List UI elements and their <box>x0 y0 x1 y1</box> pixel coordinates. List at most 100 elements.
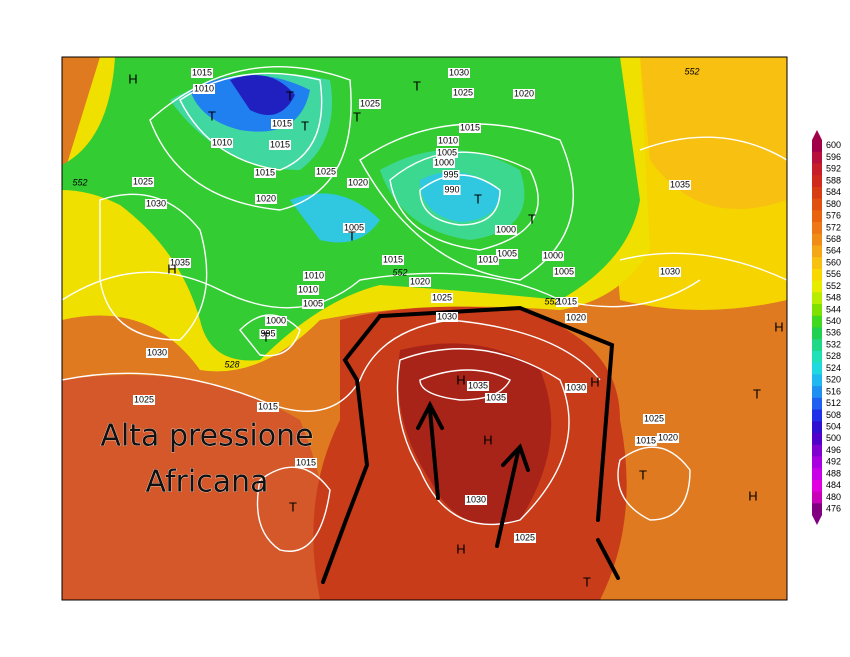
height-label: 552 <box>72 177 87 187</box>
isobar-label: 1020 <box>658 432 678 442</box>
isobar-label-bg <box>408 277 432 287</box>
isobar-label: 1025 <box>133 176 153 186</box>
isobar-label: 1010 <box>212 137 232 147</box>
isobar-label-bg <box>254 194 278 204</box>
height-label: 528 <box>224 359 239 369</box>
isobar-label: 1000 <box>543 250 563 260</box>
colorbar-cap <box>812 515 822 525</box>
isobar-label: 1030 <box>449 67 469 77</box>
isobar-label: 1005 <box>554 266 574 276</box>
isobar-label-bg <box>210 138 234 148</box>
colorbar-label: 480 <box>826 492 841 502</box>
isobar-label: 1020 <box>348 177 368 187</box>
colorbar-label: 548 <box>826 293 841 303</box>
pressure-system: T <box>289 499 297 514</box>
colorbar-cell <box>812 468 822 481</box>
isobar-label: 1015 <box>460 122 480 132</box>
isobar-label: 1015 <box>636 435 656 445</box>
pressure-system: T <box>583 574 591 589</box>
isobar-label: 1015 <box>270 139 290 149</box>
colorbar-label: 584 <box>826 187 841 197</box>
isobar-label: 1000 <box>266 315 286 325</box>
colorbar-label: 564 <box>826 246 841 256</box>
colorbar-label: 532 <box>826 339 841 349</box>
colorbar-label: 508 <box>826 410 841 420</box>
isobar-label-bg <box>512 89 536 99</box>
colorbar-label: 484 <box>826 480 841 490</box>
isobar-label: 1030 <box>147 347 167 357</box>
isobar-label-bg <box>268 140 292 150</box>
colorbar-label: 560 <box>826 257 841 267</box>
colorbar-cell <box>812 397 822 411</box>
pressure-system: T <box>474 191 482 206</box>
colorbar-label: 500 <box>826 433 841 443</box>
isobar-label-bg <box>301 299 325 309</box>
colorbar-cell <box>812 491 822 504</box>
colorbar-cell <box>812 432 822 446</box>
isobar-label: 1000 <box>434 157 454 167</box>
colorbar-cell <box>812 386 822 399</box>
isobar-label: 1010 <box>438 135 458 145</box>
isobar-label-bg <box>190 68 214 78</box>
pressure-system: H <box>456 372 465 387</box>
isobar-label: 995 <box>443 169 458 179</box>
colorbar-cell <box>812 421 822 434</box>
colorbar-label: 524 <box>826 363 841 373</box>
isobar-label-bg <box>555 297 579 307</box>
isobar-label-bg <box>552 267 576 277</box>
isobar-label: 1025 <box>134 394 154 404</box>
isobar-label-bg <box>256 402 280 412</box>
isobar-label-bg <box>495 249 519 259</box>
colorbar-cell <box>812 327 822 340</box>
isobar-label: 1015 <box>296 457 316 467</box>
isobar-label: 1025 <box>515 532 535 542</box>
isobar-label: 1010 <box>304 270 324 280</box>
colorbar-cell <box>812 503 822 516</box>
isobar-label-bg <box>264 316 288 326</box>
isobar-label-bg <box>658 267 682 277</box>
colorbar-label: 536 <box>826 328 841 338</box>
colorbar-cell <box>812 163 822 176</box>
colorbar-label: 520 <box>826 375 841 385</box>
annotation: Alta pressione <box>100 419 313 454</box>
isobar-label: 1030 <box>566 382 586 392</box>
colorbar-cell <box>812 186 822 200</box>
pressure-system: T <box>413 78 421 93</box>
isobar-label-bg <box>447 68 471 78</box>
pressure-system: H <box>167 261 176 276</box>
colorbar-label: 496 <box>826 445 841 455</box>
isobar-label: 1020 <box>410 276 430 286</box>
colorbar-cell <box>812 374 822 387</box>
pressure-system: T <box>208 108 216 123</box>
isobar-label: 990 <box>444 184 459 194</box>
pressure-system: T <box>753 386 761 401</box>
isobar-label-bg <box>466 381 490 391</box>
pressure-system: H <box>774 319 783 334</box>
isobar-label: 1020 <box>256 193 276 203</box>
pressure-system: H <box>748 488 757 503</box>
pressure-system: T <box>348 228 356 243</box>
colorbar-label: 528 <box>826 351 841 361</box>
isobar-label-bg <box>296 285 320 295</box>
colorbar-cell <box>812 222 822 235</box>
isobar-label-bg <box>302 271 326 281</box>
isobar-label: 1035 <box>170 257 190 267</box>
isobar-label-bg <box>145 348 169 358</box>
pressure-system: T <box>301 118 309 133</box>
isobar-label: 1015 <box>383 254 403 264</box>
isobar-label: 1015 <box>272 118 292 128</box>
isobar-label: 1015 <box>255 167 275 177</box>
isobar-label-bg <box>564 383 588 393</box>
colorbar-label: 540 <box>826 316 841 326</box>
colorbar-label: 600 <box>826 140 841 150</box>
colorbar-cell <box>812 479 822 493</box>
isobar-label: 1025 <box>644 413 664 423</box>
isobar-label-bg <box>541 251 565 261</box>
isobar-label: 1030 <box>437 311 457 321</box>
isobar-label-bg <box>168 258 192 268</box>
colorbar-cell <box>812 198 822 211</box>
isobar-label: 1025 <box>432 292 452 302</box>
colorbar-cell <box>812 210 822 223</box>
height-label: 552 <box>392 267 407 277</box>
colorbar-cell <box>812 339 822 352</box>
